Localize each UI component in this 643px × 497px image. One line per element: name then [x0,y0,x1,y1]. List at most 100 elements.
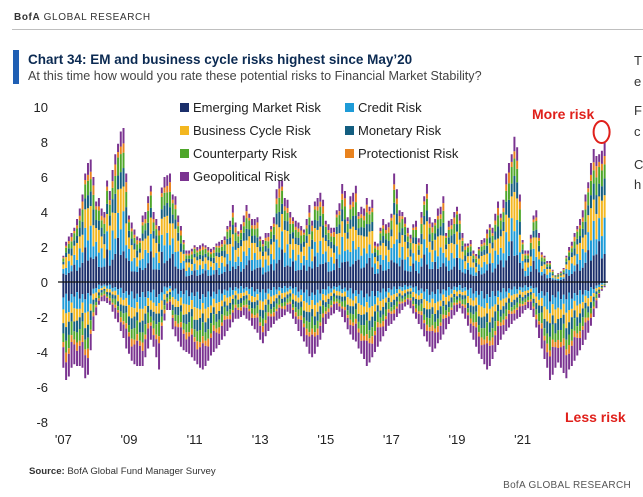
bar-segment-business [384,246,387,256]
bar-segment-monetary [510,183,513,197]
bar-segment-credit [65,293,68,314]
bar-segment-counterparty [297,309,300,317]
bar-segment-business [259,300,262,310]
bar-segment-counterparty [374,248,376,253]
bar-segment-credit [507,288,510,293]
bar-segment-protectionist [543,257,546,259]
bar-segment-counterparty [78,329,81,341]
bar-segment-business [527,262,530,268]
bar-segment-protectionist [300,230,303,236]
bar-segment-business [127,237,130,249]
bar-segment-geopolitical [78,208,81,216]
bar-segment-emerging [466,269,469,282]
bar-segment-business [461,251,464,260]
bar-segment-geopolitical [220,325,223,340]
bar-segment-emerging [469,274,472,282]
bar-segment-counterparty [108,295,111,299]
bar-segment-monetary [319,215,322,227]
bar-segment-business [89,303,92,311]
bar-segment-emerging [412,282,415,288]
bar-segment-credit [264,292,267,300]
bar-segment-credit [497,290,500,298]
bar-segment-emerging [404,282,407,285]
bar-segment-emerging [516,255,519,282]
bar-segment-geopolitical [264,323,267,337]
bar-segment-geopolitical [333,227,335,233]
bar-segment-protectionist [551,339,554,347]
bar-segment-protectionist [354,193,357,203]
bar-segment-business [311,248,314,262]
bar-segment-emerging [393,262,396,282]
bar-segment-protectionist [185,253,188,256]
bar-segment-geopolitical [248,311,251,321]
bar-segment-counterparty [333,296,335,302]
bar-segment-business [543,306,546,319]
bar-segment-monetary [92,299,95,305]
bar-segment-credit [270,290,273,297]
bar-segment-business [376,297,379,306]
bar-segment-monetary [491,242,494,249]
bar-segment-emerging [144,282,147,298]
bar-segment-monetary [600,286,603,288]
bar-segment-protectionist [130,338,133,347]
bar-segment-monetary [477,316,480,326]
bar-segment-counterparty [286,298,289,303]
bar-segment-geopolitical [401,303,404,310]
bar-segment-monetary [486,245,489,254]
bar-segment-credit [155,297,158,307]
bar-segment-credit [311,261,314,269]
bar-segment-credit [576,295,579,306]
bar-segment-counterparty [447,307,450,313]
bar-segment-geopolitical [341,308,344,317]
bar-segment-monetary [393,202,396,215]
bar-segment-counterparty [130,231,133,239]
bar-segment-business [412,243,415,254]
bar-segment-counterparty [97,295,100,299]
bar-segment-counterparty [570,329,573,341]
bar-segment-emerging [174,282,177,289]
bar-segment-monetary [220,306,223,315]
bar-segment-credit [409,285,412,289]
bar-segment-geopolitical [86,358,89,375]
bar-segment-counterparty [458,297,461,301]
bar-segment-credit [354,290,357,297]
bar-segment-monetary [248,229,251,237]
bar-segment-geopolitical [527,250,530,254]
bar-segment-business [379,245,382,255]
bar-segment-credit [179,262,182,270]
bar-segment-credit [395,239,398,264]
bar-segment-credit [302,292,305,302]
bar-segment-emerging [559,279,562,282]
bar-segment-emerging [231,282,234,291]
bar-segment-emerging [529,271,532,282]
bar-segment-protectionist [486,336,489,344]
bar-segment-credit [472,267,475,276]
bar-segment-protectionist [480,337,483,346]
bar-segment-geopolitical [425,330,428,342]
bar-segment-geopolitical [576,226,579,230]
bar-segment-counterparty [193,248,196,254]
bar-segment-protectionist [431,227,434,233]
bar-segment-protectionist [311,225,314,232]
bar-segment-geopolitical [147,196,150,204]
bar-segment-business [97,289,100,293]
bar-segment-counterparty [445,310,448,316]
bar-segment-emerging [581,267,584,282]
bar-segment-counterparty [434,225,437,234]
bar-segment-protectionist [568,250,571,253]
bar-segment-counterparty [554,333,557,343]
bar-segment-business [368,307,371,321]
bar-segment-counterparty [95,209,98,221]
bar-segment-business [127,304,130,317]
bar-segment-counterparty [507,183,510,200]
bar-segment-business [488,243,491,254]
bar-segment-business [486,303,489,314]
bar-segment-protectionist [193,337,196,342]
bar-segment-counterparty [581,317,584,327]
bar-segment-geopolitical [568,247,571,251]
bar-segment-business [177,301,180,307]
bar-segment-geopolitical [398,304,401,314]
bar-segment-protectionist [483,339,486,345]
bar-segment-monetary [281,298,284,303]
bar-segment-protectionist [412,227,415,231]
